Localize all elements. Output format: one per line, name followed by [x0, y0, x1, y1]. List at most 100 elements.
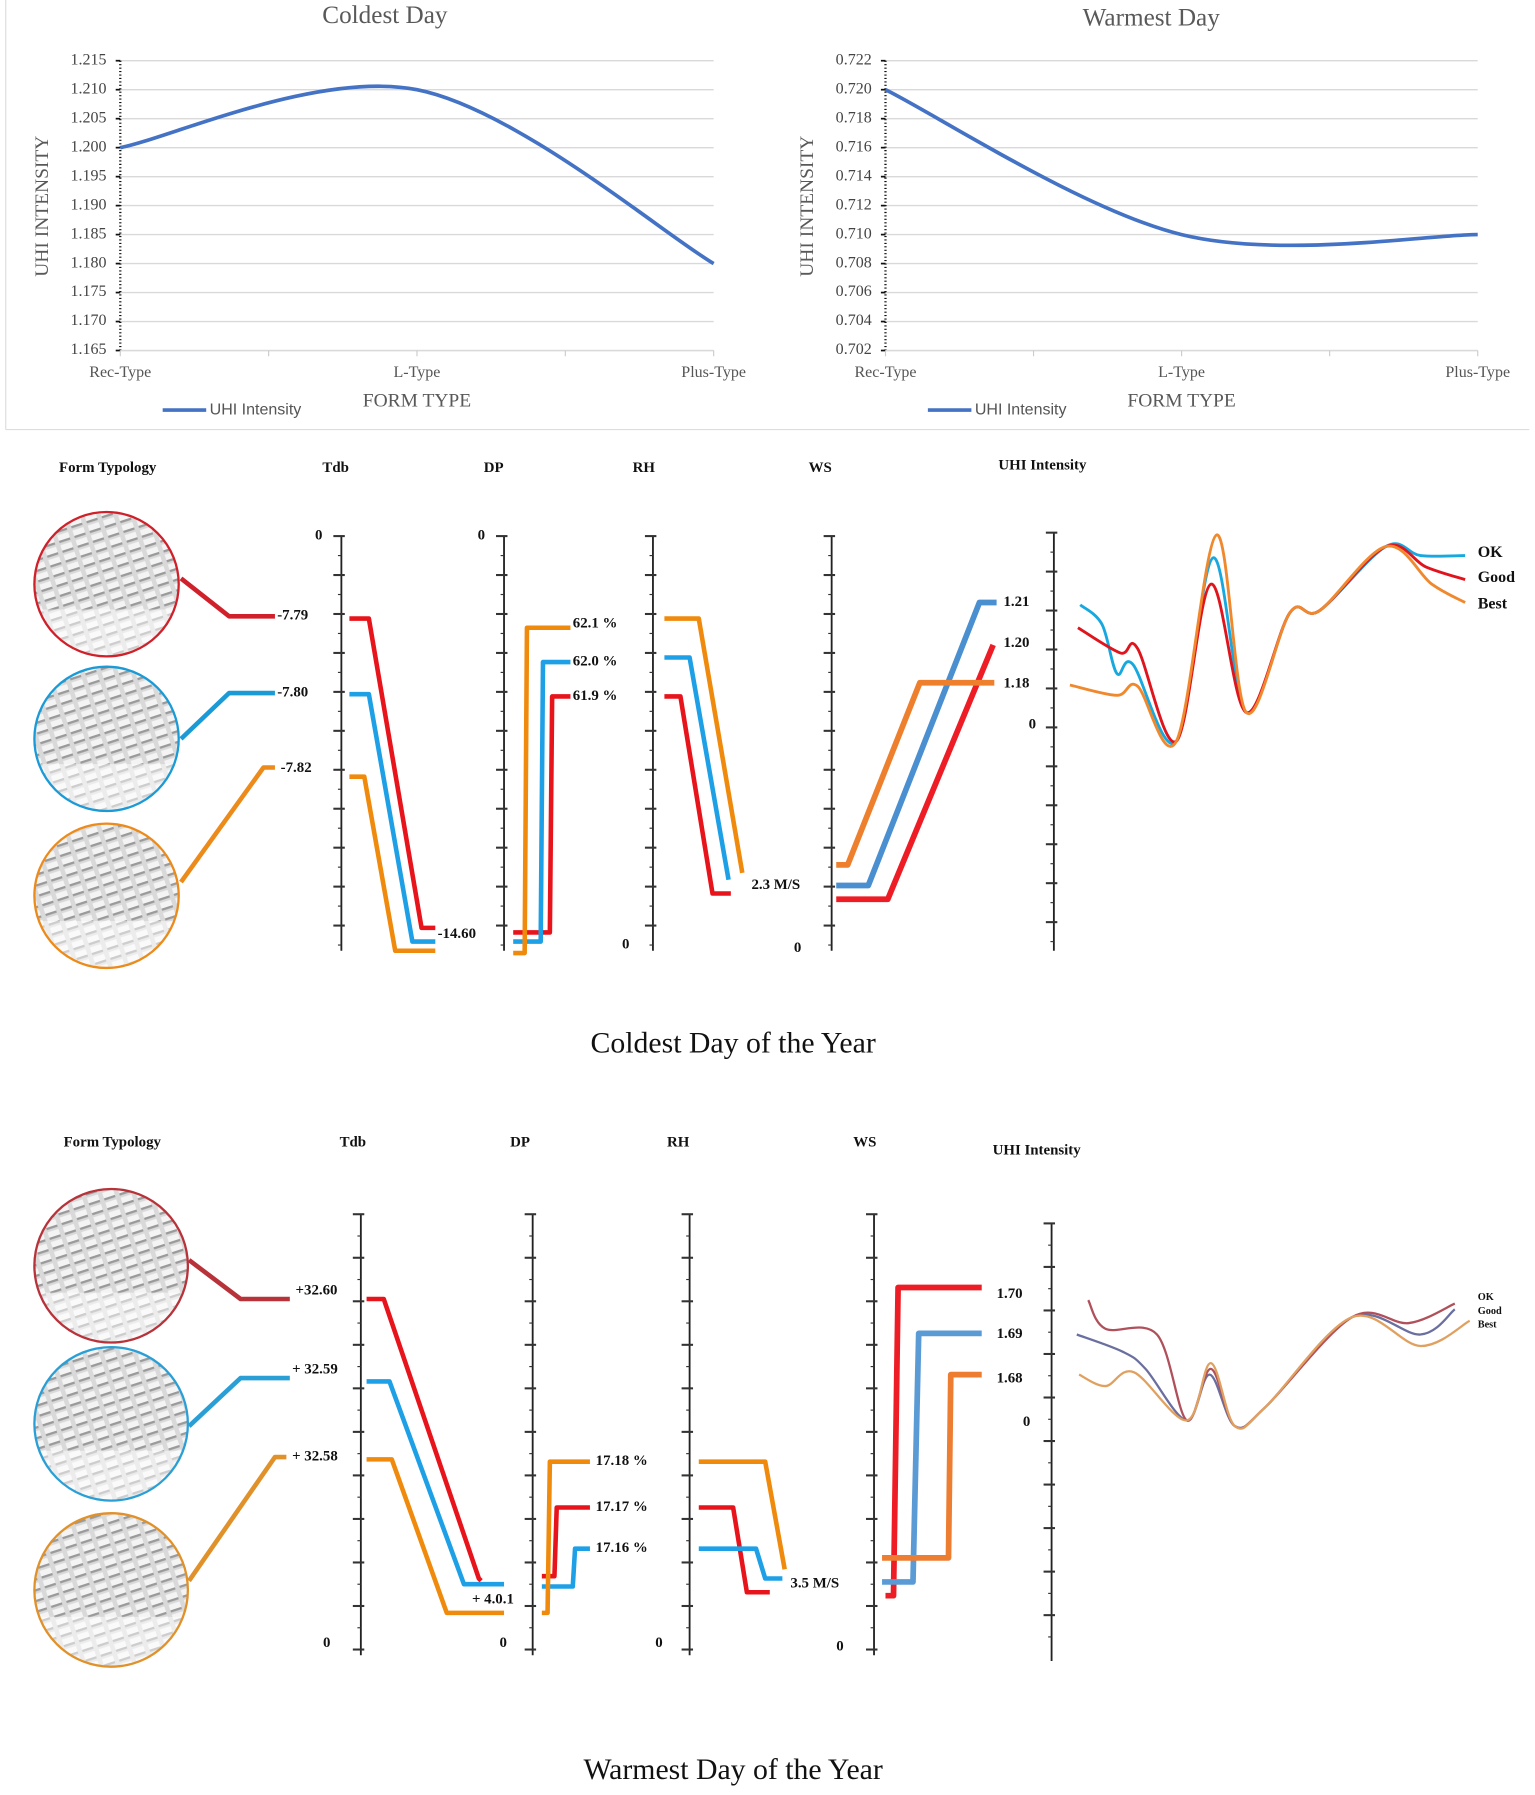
y-tick-label: 1.205: [70, 109, 106, 126]
uhi-value-label: 1.21: [1003, 594, 1029, 610]
tdb-value-label: -7.82: [281, 760, 312, 776]
uhi-value-label: 1.20: [1003, 635, 1029, 651]
uhi-value-label: 1.68: [997, 1371, 1023, 1387]
y-tick-label: 1.190: [70, 196, 106, 213]
connector-line: [187, 1375, 290, 1428]
axis-zero-label: 0: [478, 528, 485, 544]
chart-title: Coldest Day: [322, 2, 448, 29]
axis-zero-label: 0: [315, 528, 322, 544]
series-line-uhi-intensity: [119, 84, 715, 266]
p0-typology-circle-best: [33, 822, 180, 970]
uhi-profile-curve-best: [1078, 1314, 1471, 1430]
legend-label: UHI Intensity: [975, 400, 1067, 418]
dp-value-label: 17.18 %: [596, 1453, 648, 1469]
rh-line-good: [664, 655, 731, 881]
header-form-typology: Form Typology: [64, 1135, 162, 1151]
uhi-value-label: 1.18: [1003, 675, 1029, 691]
connector-line: [179, 765, 275, 884]
rh-line-ok: [664, 694, 731, 896]
uhi-value-label: 1.70: [997, 1286, 1023, 1302]
dp-line-good: [541, 1546, 590, 1589]
y-tick-label: 1.215: [70, 51, 106, 68]
x-tick-label: Plus-Type: [681, 364, 746, 381]
x-axis-title: FORM TYPE: [1127, 391, 1235, 412]
rh-line-best: [664, 616, 745, 874]
y-tick-label: 1.170: [70, 312, 106, 329]
ws-line-best: [882, 1371, 982, 1561]
x-tick-label: Rec-Type: [854, 364, 916, 381]
x-tick-label: L-Type: [1158, 364, 1205, 381]
tdb-value-label: -7.79: [277, 608, 308, 624]
tdb-value-label: -7.80: [277, 684, 308, 700]
connector-line: [187, 1258, 290, 1302]
p1-typology-circle-good: [33, 1345, 190, 1502]
legend-label-best: Best: [1478, 595, 1508, 612]
connector-line: [187, 1454, 287, 1583]
line-chart-coldest: [115, 59, 715, 412]
y-tick-label: 1.180: [70, 254, 106, 271]
x-tick-label: Rec-Type: [89, 364, 151, 381]
uhi-value-label: 1.69: [997, 1326, 1023, 1342]
tdb-line-ok: [366, 1296, 483, 1583]
y-axis-title: UHI INTENSITY: [797, 136, 818, 277]
legend-label-ok: OK: [1478, 1292, 1494, 1303]
ws-line-good: [882, 1330, 982, 1585]
y-tick-label: 1.165: [70, 341, 106, 358]
tdb-line-ok: [349, 616, 436, 931]
legend-label-best: Best: [1478, 1320, 1497, 1331]
tdb-line-best: [366, 1457, 505, 1616]
line-chart-warmest: [880, 59, 1479, 412]
tdb-line-good: [349, 691, 436, 944]
thumbnail-fade: [34, 1616, 188, 1667]
dp-value-label: 17.17 %: [596, 1499, 648, 1515]
panel-caption: Warmest Day of the Year: [583, 1753, 882, 1786]
y-tick-label: 0.722: [836, 51, 872, 68]
y-axis-title: UHI INTENSITY: [32, 136, 53, 277]
connector-line: [179, 576, 275, 619]
y-tick-label: 0.712: [836, 196, 872, 213]
uhi-profile-curve-ok: [1079, 542, 1466, 746]
legend-label: UHI Intensity: [210, 400, 302, 418]
axis-zero-label: 0: [836, 1639, 843, 1655]
x-tick-label: L-Type: [394, 364, 441, 381]
legend-label-good: Good: [1478, 569, 1515, 586]
y-tick-label: 0.718: [836, 109, 872, 126]
header-uhi-intensity: UHI Intensity: [998, 458, 1087, 474]
thumbnail-fade: [34, 921, 179, 968]
chart-title: Warmest Day: [1083, 4, 1221, 31]
connector-line: [179, 690, 275, 741]
y-tick-label: 0.720: [836, 80, 872, 97]
header-dp: DP: [510, 1135, 530, 1151]
y-tick-label: 0.704: [836, 312, 872, 329]
header-tdb: Tdb: [340, 1135, 366, 1151]
uhi-profile-curve-good: [1077, 543, 1466, 744]
p1-typology-circle-best: [33, 1512, 190, 1668]
header-dp: DP: [484, 460, 504, 476]
axis-zero-label: 0: [323, 1635, 330, 1651]
y-tick-label: 0.716: [836, 138, 872, 155]
header-ws: WS: [853, 1135, 876, 1151]
y-tick-label: 0.702: [836, 341, 872, 358]
rh-line-good: [698, 1546, 783, 1581]
ws-line-ok: [885, 1284, 982, 1599]
dp-line-good: [513, 659, 571, 944]
tdb-value-label: +32.60: [296, 1282, 338, 1298]
parallel-panel-coldest: [33, 510, 1466, 970]
header-rh: RH: [633, 460, 656, 476]
y-tick-label: 1.200: [70, 138, 106, 155]
p0-typology-circle-good: [33, 665, 180, 813]
y-tick-label: 1.195: [70, 167, 106, 184]
ws-value-label: 3.5 M/S: [790, 1576, 839, 1592]
axis-zero-label: 0: [1023, 1414, 1030, 1430]
p1-typology-circle-ok: [33, 1187, 190, 1344]
header-rh: RH: [667, 1135, 690, 1151]
x-axis-title: FORM TYPE: [363, 391, 471, 412]
y-tick-label: 1.185: [70, 225, 106, 242]
legend-label-good: Good: [1478, 1306, 1502, 1317]
uhi-profile-curve-best: [1069, 533, 1466, 748]
dp-line-ok: [513, 694, 571, 935]
header-uhi-intensity: UHI Intensity: [993, 1143, 1082, 1159]
parallel-panel-warmest: [33, 1187, 1471, 1668]
series-line-uhi-intensity: [884, 88, 1478, 248]
header-ws: WS: [809, 460, 832, 476]
